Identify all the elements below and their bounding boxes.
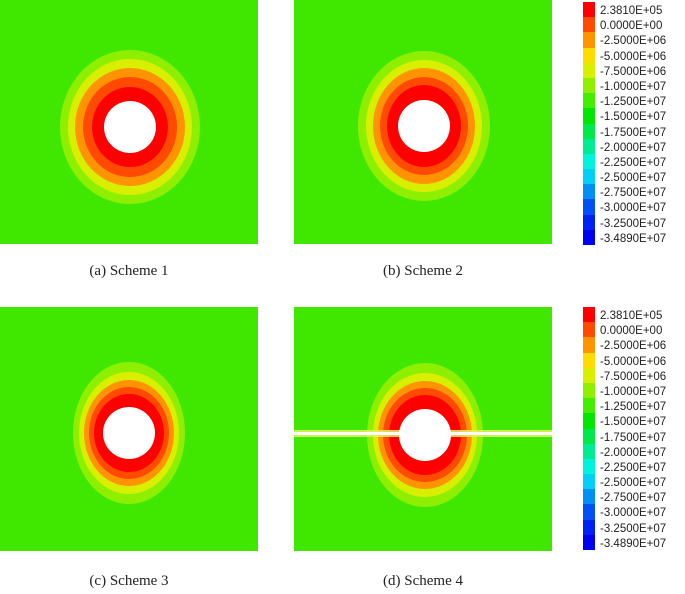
- caption-a: (a) Scheme 1: [89, 263, 169, 279]
- legend-label: -2.7500E+07: [600, 492, 667, 505]
- swatch: [583, 489, 595, 505]
- legend-label: 0.0000E+00: [600, 325, 663, 338]
- legend-label: -7.5000E+06: [600, 65, 667, 78]
- stress-rings-b: [358, 51, 490, 201]
- swatch: [583, 398, 595, 414]
- swatch: [583, 474, 595, 490]
- legend-label: -2.5000E+07: [600, 477, 667, 490]
- legend-label: -3.2500E+07: [600, 522, 667, 535]
- legend-label: -1.5000E+07: [600, 111, 667, 124]
- legend-label: -2.5000E+06: [600, 340, 667, 353]
- swatch: [583, 229, 595, 245]
- legend-label: -1.2500E+07: [600, 401, 667, 414]
- stress-rings-a: [60, 50, 200, 204]
- legend-label: -1.2500E+07: [600, 96, 667, 109]
- swatch: [583, 413, 595, 429]
- swatch: [583, 307, 595, 323]
- swatch: [583, 184, 595, 200]
- swatch: [583, 108, 595, 124]
- legend-label: -3.2500E+07: [600, 217, 667, 230]
- swatch: [583, 322, 595, 338]
- swatch: [583, 534, 595, 550]
- legend-label: -1.0000E+07: [600, 385, 667, 398]
- legend-label: -2.2500E+07: [600, 156, 667, 169]
- legend-label: -2.5000E+07: [600, 172, 667, 185]
- legend-label: -1.7500E+07: [600, 126, 667, 139]
- swatch: [583, 382, 595, 399]
- stress-rings-d: [294, 363, 552, 507]
- legend-label: -3.0000E+07: [600, 507, 667, 520]
- caption-d: (d) Scheme 4: [383, 573, 463, 589]
- swatch: [583, 337, 595, 353]
- legend-label: -2.0000E+07: [600, 141, 667, 154]
- swatch: [583, 458, 595, 475]
- legend-label: -1.5000E+07: [600, 416, 667, 429]
- swatch: [583, 428, 595, 444]
- caption-c: (c) Scheme 3: [89, 573, 169, 589]
- swatch: [583, 214, 595, 230]
- legend-label: -3.4890E+07: [600, 232, 667, 245]
- swatch: [583, 123, 595, 139]
- swatch: [583, 62, 595, 78]
- swatch: [583, 77, 595, 94]
- caption-b: (b) Scheme 2: [383, 263, 463, 279]
- legend-label: -3.4890E+07: [600, 537, 667, 550]
- swatch: [583, 93, 595, 109]
- swatch: [583, 2, 595, 18]
- legend-label: -2.7500E+07: [600, 187, 667, 200]
- legend-label: -2.0000E+07: [600, 446, 667, 459]
- legend-label: 2.3810E+05: [600, 310, 663, 322]
- legend-label: -7.5000E+06: [600, 370, 667, 383]
- legend-label: 2.3810E+05: [600, 5, 663, 17]
- swatch: [583, 138, 595, 154]
- swatch: [583, 504, 595, 520]
- contour-panel-c: [0, 307, 258, 551]
- legend-label: -1.0000E+07: [600, 80, 667, 93]
- colorbar-legend-top: 2.3810E+05 0.0000E+00 -2.5000E+06 -5.000…: [583, 2, 683, 245]
- swatch: [583, 47, 595, 63]
- swatch: [583, 367, 595, 383]
- stress-rings-c: [73, 362, 185, 504]
- legend-label: -5.0000E+06: [600, 355, 667, 368]
- colorbar-legend-bottom: 2.3810E+05 0.0000E+00 -2.5000E+06 -5.000…: [583, 307, 683, 550]
- contour-panel-a: [0, 0, 258, 244]
- legend-label: -2.5000E+06: [600, 35, 667, 48]
- swatch: [583, 169, 595, 185]
- legend-label: -3.0000E+07: [600, 202, 667, 215]
- legend-label: -2.2500E+07: [600, 461, 667, 474]
- legend-label: 0.0000E+00: [600, 20, 663, 33]
- legend-label: -1.7500E+07: [600, 431, 667, 444]
- contour-panel-b: [294, 0, 552, 244]
- legend-label: -5.0000E+06: [600, 50, 667, 63]
- swatch: [583, 32, 595, 48]
- swatch: [583, 519, 595, 535]
- swatch: [583, 443, 595, 459]
- swatch: [583, 153, 595, 170]
- swatch: [583, 199, 595, 215]
- contour-panel-d: [294, 307, 552, 551]
- swatch: [583, 352, 595, 368]
- swatch: [583, 17, 595, 33]
